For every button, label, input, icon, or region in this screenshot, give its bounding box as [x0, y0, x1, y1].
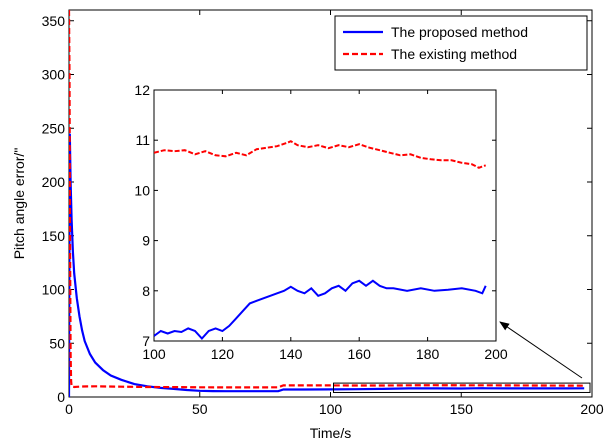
x-axis-title: Time/s: [310, 425, 351, 441]
inset-x-tick-label: 160: [348, 346, 372, 362]
x-tick-label: 0: [65, 401, 73, 417]
y-tick-label: 50: [49, 335, 65, 351]
y-tick-label: 0: [57, 389, 65, 405]
legend-box: [334, 15, 588, 71]
x-tick-label: 150: [450, 401, 474, 417]
inset-x-tick-label: 100: [142, 346, 166, 362]
inset-plot-area: [153, 89, 497, 342]
y-axis-title: Pitch angle error/": [11, 148, 27, 260]
y-tick-label: 350: [42, 13, 66, 29]
legend-label: The proposed method: [391, 24, 528, 40]
y-tick-label: 200: [42, 174, 66, 190]
inset-y-tick-label: 12: [134, 82, 150, 98]
y-tick-label: 250: [42, 120, 66, 136]
inset-series-line-existing: [154, 140, 487, 169]
inset-y-tick-label: 10: [134, 182, 150, 198]
inset-series-line-proposed: [154, 279, 487, 340]
inset-x-tick-label: 200: [484, 346, 508, 362]
zoom-region-box: [333, 382, 591, 393]
legend-label: The existing method: [391, 46, 517, 62]
inset-x-tick-label: 180: [416, 346, 440, 362]
inset-y-tick-label: 7: [142, 333, 150, 349]
inset-x-tick-label: 120: [211, 346, 235, 362]
y-tick-label: 100: [42, 282, 66, 298]
series-line-existing: [69, 10, 585, 389]
x-tick-label: 200: [580, 401, 604, 417]
series-line-proposed: [69, 133, 585, 397]
x-tick-label: 100: [319, 401, 343, 417]
zoom-arrow: [499, 321, 583, 379]
x-tick-label: 50: [192, 401, 208, 417]
inset-y-tick-label: 11: [135, 132, 150, 148]
y-tick-label: 150: [42, 228, 66, 244]
inset-x-tick-label: 140: [279, 346, 303, 362]
y-tick-label: 300: [42, 67, 66, 83]
inset-y-tick-label: 8: [142, 283, 150, 299]
inset-y-tick-label: 9: [142, 233, 150, 249]
